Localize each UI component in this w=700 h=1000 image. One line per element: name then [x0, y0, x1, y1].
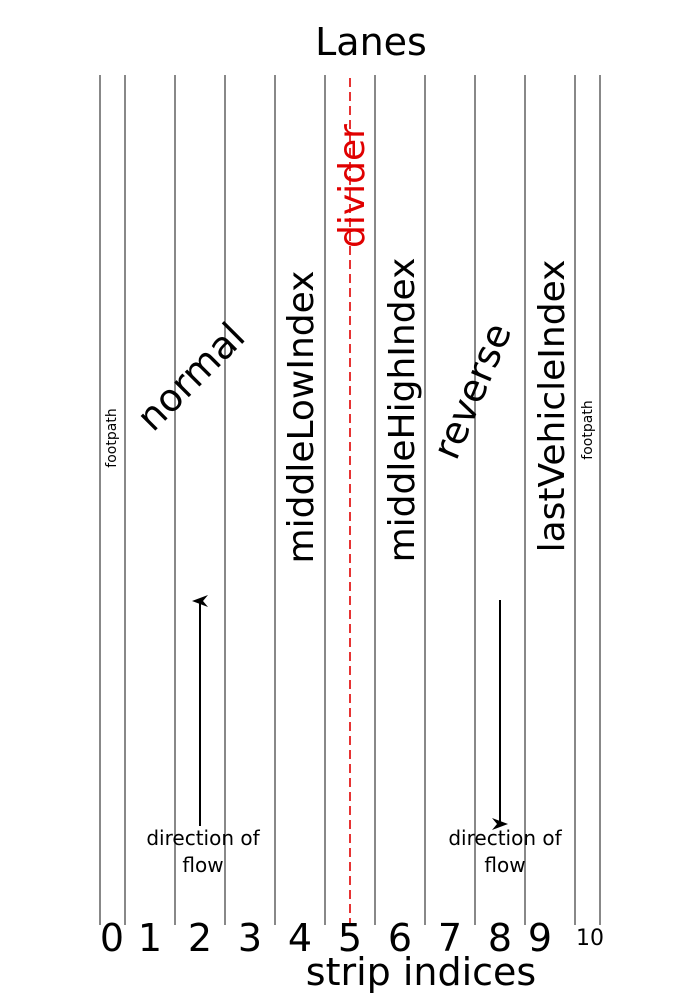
last-vehicle-index-label: lastVehicleIndex [532, 260, 573, 553]
footpath-right-label: footpath [580, 400, 596, 459]
flow-right-line2: flow [484, 853, 525, 877]
middle-high-index-label: middleHighIndex [382, 258, 423, 563]
lane-lines [99, 75, 601, 925]
normal-label: normal [128, 314, 253, 439]
strip-index-9: 9 [528, 916, 552, 960]
strip-index-8: 8 [488, 916, 512, 960]
footpath-left-label: footpath [104, 408, 120, 467]
strip-index-labels: 0 1 2 3 4 5 6 7 8 9 10 [100, 916, 604, 960]
diagram-title: Lanes [315, 20, 427, 64]
strip-index-6: 6 [388, 916, 412, 960]
strip-index-2: 2 [188, 916, 212, 960]
strip-index-10: 10 [576, 926, 604, 951]
middle-low-index-label: middleLowIndex [281, 271, 322, 564]
x-axis-label: strip indices [306, 950, 536, 994]
strip-index-3: 3 [238, 916, 262, 960]
flow-left-line2: flow [182, 853, 223, 877]
strip-index-0: 0 [100, 916, 124, 960]
strip-index-7: 7 [438, 916, 462, 960]
divider-label: divider [332, 124, 373, 248]
reverse-label: reverse [424, 317, 520, 466]
strip-index-1: 1 [138, 916, 162, 960]
strip-index-4: 4 [288, 916, 312, 960]
strip-index-5: 5 [338, 916, 362, 960]
flow-right-line1: direction of [448, 826, 562, 850]
flow-left-line1: direction of [146, 826, 260, 850]
